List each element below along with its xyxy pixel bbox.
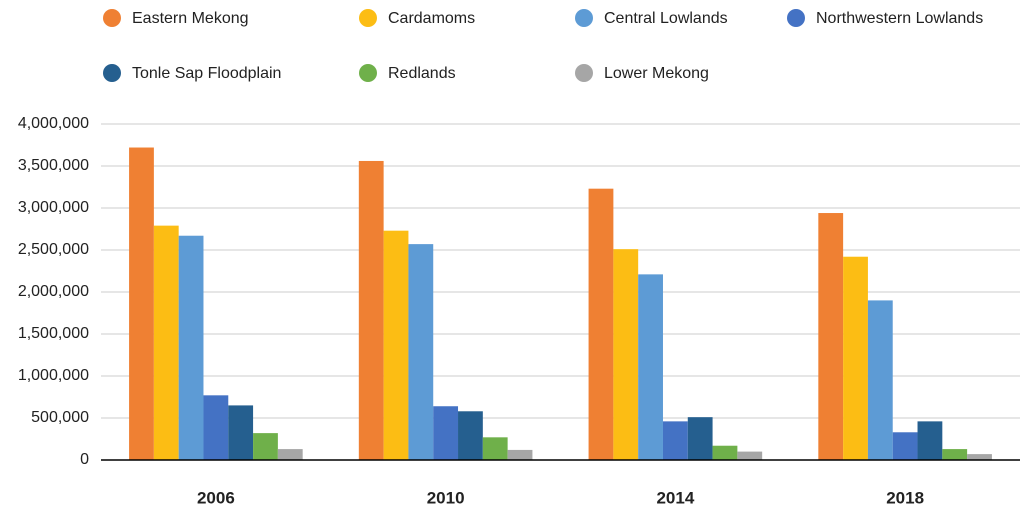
bar <box>153 225 179 460</box>
bar <box>867 300 893 460</box>
legend-label: Redlands <box>388 65 456 82</box>
y-tick-label: 2,000,000 <box>18 283 89 300</box>
bar <box>892 432 918 460</box>
bar <box>662 421 688 460</box>
bar <box>358 160 384 460</box>
bar <box>712 445 738 460</box>
y-tick-label: 1,000,000 <box>18 367 89 384</box>
bar <box>178 235 204 460</box>
bar <box>129 147 154 460</box>
legend-label: Lower Mekong <box>604 65 709 82</box>
x-tick-label: 2014 <box>656 488 694 507</box>
bar <box>942 449 968 460</box>
bar <box>482 437 508 460</box>
bar <box>843 256 868 460</box>
bar <box>638 274 663 460</box>
legend-swatch <box>359 64 377 82</box>
legend-label: Central Lowlands <box>604 10 728 27</box>
bar <box>917 421 943 460</box>
bar <box>687 417 713 460</box>
legend-label: Cardamoms <box>388 10 475 27</box>
bar <box>507 449 533 460</box>
bar <box>277 449 303 460</box>
legend-label: Northwestern Lowlands <box>816 10 983 27</box>
bar <box>228 405 254 460</box>
legend-swatch <box>359 9 377 27</box>
bar <box>203 395 229 460</box>
legend-label: Eastern Mekong <box>132 10 249 27</box>
legend-swatch <box>787 9 805 27</box>
legend-label: Tonle Sap Floodplain <box>132 65 281 82</box>
y-tick-label: 4,000,000 <box>18 115 89 132</box>
y-tick-label: 2,500,000 <box>18 241 89 258</box>
bar <box>588 188 614 460</box>
x-tick-label: 2010 <box>427 488 465 507</box>
legend-swatch <box>575 64 593 82</box>
legend-swatch <box>103 9 121 27</box>
bar <box>253 433 278 460</box>
legend-swatch <box>575 9 593 27</box>
bar <box>458 411 483 460</box>
bar <box>433 406 459 460</box>
x-tick-label: 2018 <box>886 488 924 507</box>
bar <box>818 213 844 460</box>
bar <box>613 249 639 460</box>
y-tick-label: 3,500,000 <box>18 157 89 174</box>
bar <box>408 244 434 460</box>
y-tick-label: 0 <box>80 451 89 468</box>
bar <box>383 230 409 460</box>
y-tick-label: 1,500,000 <box>18 325 89 342</box>
y-tick-label: 500,000 <box>31 409 89 426</box>
legend-swatch <box>103 64 121 82</box>
bar <box>967 454 992 460</box>
bar <box>737 451 763 460</box>
y-tick-label: 3,000,000 <box>18 199 89 216</box>
x-tick-label: 2006 <box>197 488 235 507</box>
